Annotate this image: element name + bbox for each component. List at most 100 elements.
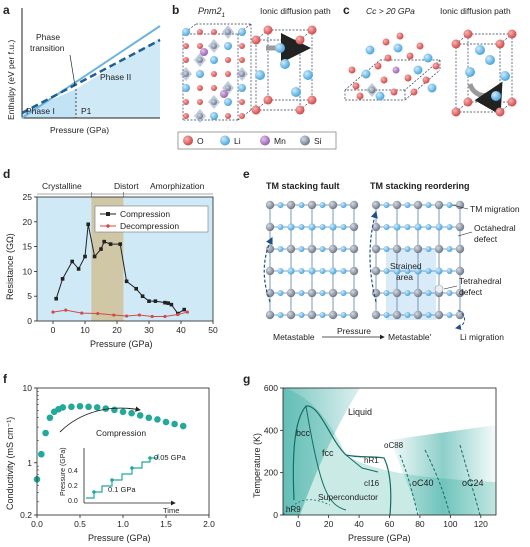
tm-atom (307, 200, 317, 210)
compression-point (92, 254, 97, 259)
li-atom (404, 312, 411, 318)
cl16-boundary (345, 454, 379, 473)
li-atom (446, 290, 453, 296)
li-atom (291, 87, 301, 97)
xtick-label: 10 (80, 325, 90, 335)
compression-point (60, 277, 65, 281)
compression-point (119, 408, 127, 416)
inset-point-3 (130, 466, 134, 470)
inset-step-line (86, 454, 159, 499)
tm-atom (349, 288, 359, 298)
li-atom (413, 65, 423, 75)
region-oc88: oC88 (384, 441, 404, 450)
li-atom (425, 312, 432, 318)
legend-decompression: Decompression (120, 221, 179, 231)
o-atom (432, 62, 440, 70)
li-atom (329, 267, 337, 275)
xtick-label: 40 (176, 325, 186, 335)
compression-point (93, 404, 101, 411)
li-atom (435, 223, 443, 231)
li-atom (425, 224, 432, 230)
tm-atom (392, 288, 402, 298)
inset-point-1 (92, 490, 96, 494)
ytick-label: 25 (23, 192, 33, 202)
xtick-label: 40 (354, 519, 364, 529)
panel-f: f 0.0 0.5 1.0 1.5 2.0 0.2 1 10 Compression 0.4 … (3, 372, 215, 543)
o-atom (295, 35, 305, 45)
li-atom (383, 202, 390, 208)
grey-atom-icon (300, 135, 310, 146)
panel-e-letter: e (243, 167, 250, 181)
li-atom (340, 202, 347, 208)
compression-point (108, 242, 113, 246)
decompression-point (185, 310, 189, 314)
li-migration-label: Li migration (460, 332, 504, 342)
tm-atom (265, 266, 275, 276)
space-group-b-sub: 1 (222, 12, 226, 19)
xtick-label: 1.0 (117, 519, 129, 529)
panel-d-letter: d (3, 167, 10, 181)
tm-atom (265, 200, 275, 210)
inset-label-005: 0.05 GPa (154, 453, 187, 462)
si-atom (183, 71, 189, 77)
li-atom (414, 267, 422, 275)
red-atom-icon (183, 135, 193, 146)
li-atom (319, 202, 326, 208)
tm-atom (455, 200, 465, 210)
o-atom (239, 99, 245, 105)
li-atom (475, 45, 485, 55)
li-atom (425, 268, 432, 274)
decompression-point (51, 310, 55, 314)
title-stacking-fault: TM stacking fault (266, 181, 340, 191)
high-temp-gradient (283, 388, 360, 515)
tm-atom (434, 310, 444, 320)
li-atom (196, 70, 204, 78)
li-atom (182, 84, 190, 92)
tm-atom (455, 310, 465, 320)
li-atom (277, 246, 284, 252)
mn-atom (220, 90, 228, 98)
title-stacking-reordering: TM stacking reordering (370, 181, 470, 191)
o-atom (211, 29, 217, 35)
legend-compression: Compression (120, 209, 170, 219)
xtick-label: 50 (208, 325, 218, 335)
panel-d-legend: Compression Decompression (94, 205, 209, 233)
cell-edge (255, 99, 269, 111)
li-atom (427, 83, 437, 93)
legend-box (94, 205, 209, 233)
compression-point (179, 422, 187, 430)
o-atom (307, 25, 317, 35)
compression-point (171, 420, 178, 428)
xtick-label: 30 (144, 325, 154, 335)
tm-atom (413, 200, 423, 210)
tm-atom (349, 310, 359, 320)
li-atom (404, 202, 411, 208)
tm-atom (307, 310, 317, 320)
li-atom (319, 290, 326, 296)
compression-point (118, 242, 122, 246)
panel-b: b Pnm21 Ionic diffusion path (172, 3, 331, 123)
li-atom (446, 268, 453, 274)
li-atom (287, 223, 295, 231)
phase-transition-label-1: Phase (36, 32, 60, 42)
ytick-label: 1 (27, 458, 32, 468)
o-atom (307, 95, 317, 105)
panel-g: g Liquid bcc fcc hR1 oC88 cI16 oC40 oC24… (243, 372, 497, 543)
octahedral-pointer (457, 231, 473, 237)
atom-legend-box (177, 131, 337, 150)
o-atom (507, 97, 517, 107)
ytick-label: 15 (23, 242, 33, 252)
o-atom (183, 57, 189, 63)
mn-atom (200, 48, 208, 56)
oc40-boundary-2 (424, 449, 451, 516)
compression-point (46, 414, 54, 422)
tm-atom (371, 244, 381, 254)
inset-ytick-04: 0.4 (68, 468, 78, 475)
tm-atom (371, 266, 381, 276)
tetrahedral-defect-marker (434, 284, 444, 294)
compression-point (99, 247, 103, 251)
o-atom (374, 62, 382, 70)
cell-edge (255, 29, 269, 41)
oc-gradient (390, 425, 496, 515)
phase-transition-pointer (69, 54, 76, 87)
